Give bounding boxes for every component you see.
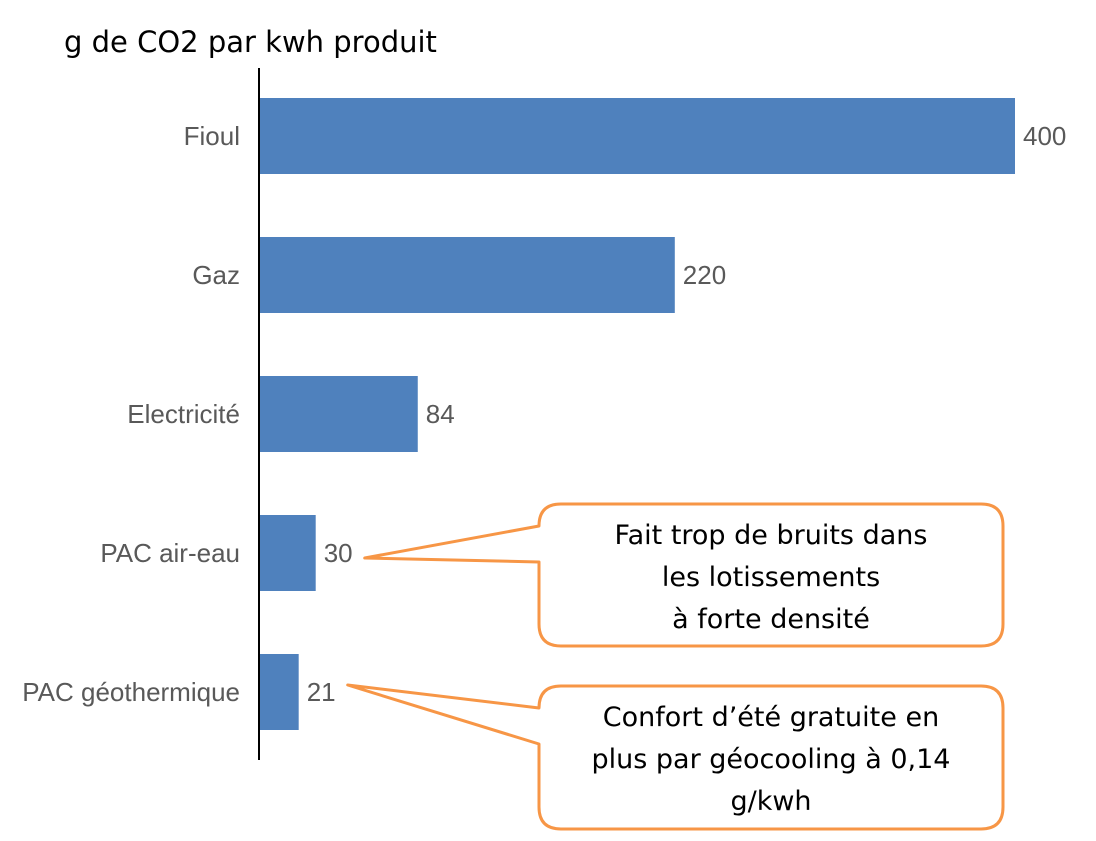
callout-2-line-3: g/kwh [730,786,811,817]
bar-electricite [259,376,418,452]
callout-box-1 [363,502,1005,648]
data-label-fioul: 400 [1023,121,1066,151]
data-label-gaz: 220 [683,260,726,290]
bar-pac-geothermique [259,654,299,730]
category-label-electricite: Electricité [127,399,240,429]
category-label-pac-air-eau: PAC air-eau [100,538,240,568]
category-label-pac-geothermique: PAC géothermique [22,677,240,707]
bar-fioul [259,98,1015,174]
data-label-pac-geothermique: 21 [307,677,336,707]
callouts-layer: Fait trop de bruits dans les lotissements… [346,502,1005,831]
category-label-fioul: Fioul [184,121,240,151]
callout-1-line-1: Fait trop de bruits dans [615,520,928,551]
bar-gaz [259,237,675,313]
callout-1-line-2: les lotissements [662,562,880,593]
callout-box-2 [346,683,1005,831]
bar-pac-air-eau [259,515,316,591]
chart-title: g de CO2 par kwh produit [64,25,437,59]
data-label-pac-air-eau: 30 [324,538,353,568]
category-label-gaz: Gaz [192,260,240,290]
callout-2-line-1: Confort d’été gratuite en [603,702,939,733]
bars-layer: Fioul 400 Gaz 220 Electricité 84 PAC air-eau 30… [22,98,1066,730]
data-label-electricite: 84 [426,399,455,429]
callout-2-line-2: plus par géocooling à 0,14 [591,744,950,775]
callout-1-line-3: à forte densité [672,604,870,635]
